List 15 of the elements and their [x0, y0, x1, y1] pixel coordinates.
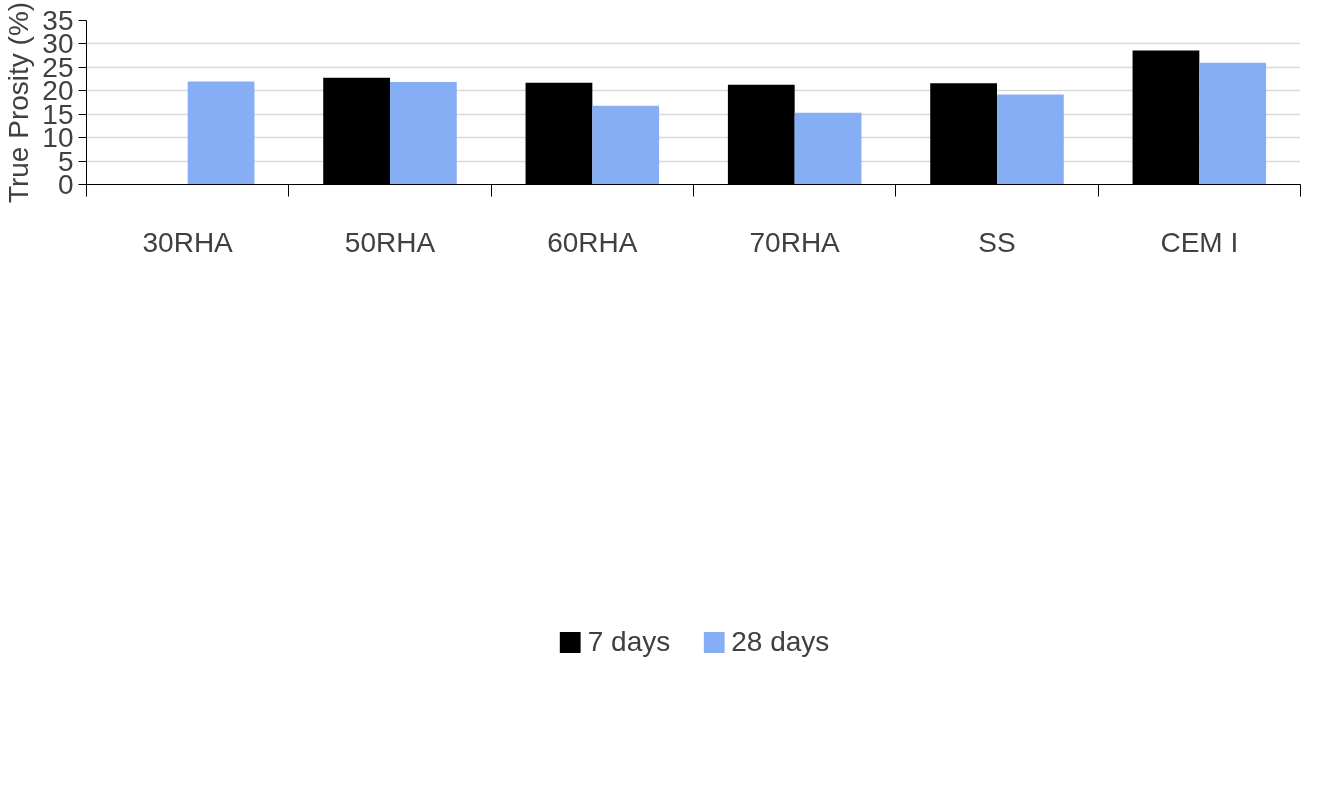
x-tick-label: 30RHA [142, 226, 234, 258]
legend-label: 7 days [587, 626, 671, 658]
bar [187, 81, 255, 185]
x-tick-label: 70RHA [749, 226, 841, 258]
bar [592, 105, 660, 185]
bar [997, 94, 1064, 185]
x-tick-label: 50RHA [344, 226, 436, 258]
bar [1199, 62, 1267, 185]
bar [794, 112, 862, 185]
legend-label: 28 days [731, 626, 830, 658]
x-tick-label: SS [978, 226, 1016, 258]
y-axis-title: True Prosity (%) [3, 1, 35, 204]
x-tick-label: 60RHA [547, 226, 638, 258]
x-tick-label: CEM I [1160, 226, 1239, 258]
bar [390, 81, 457, 185]
